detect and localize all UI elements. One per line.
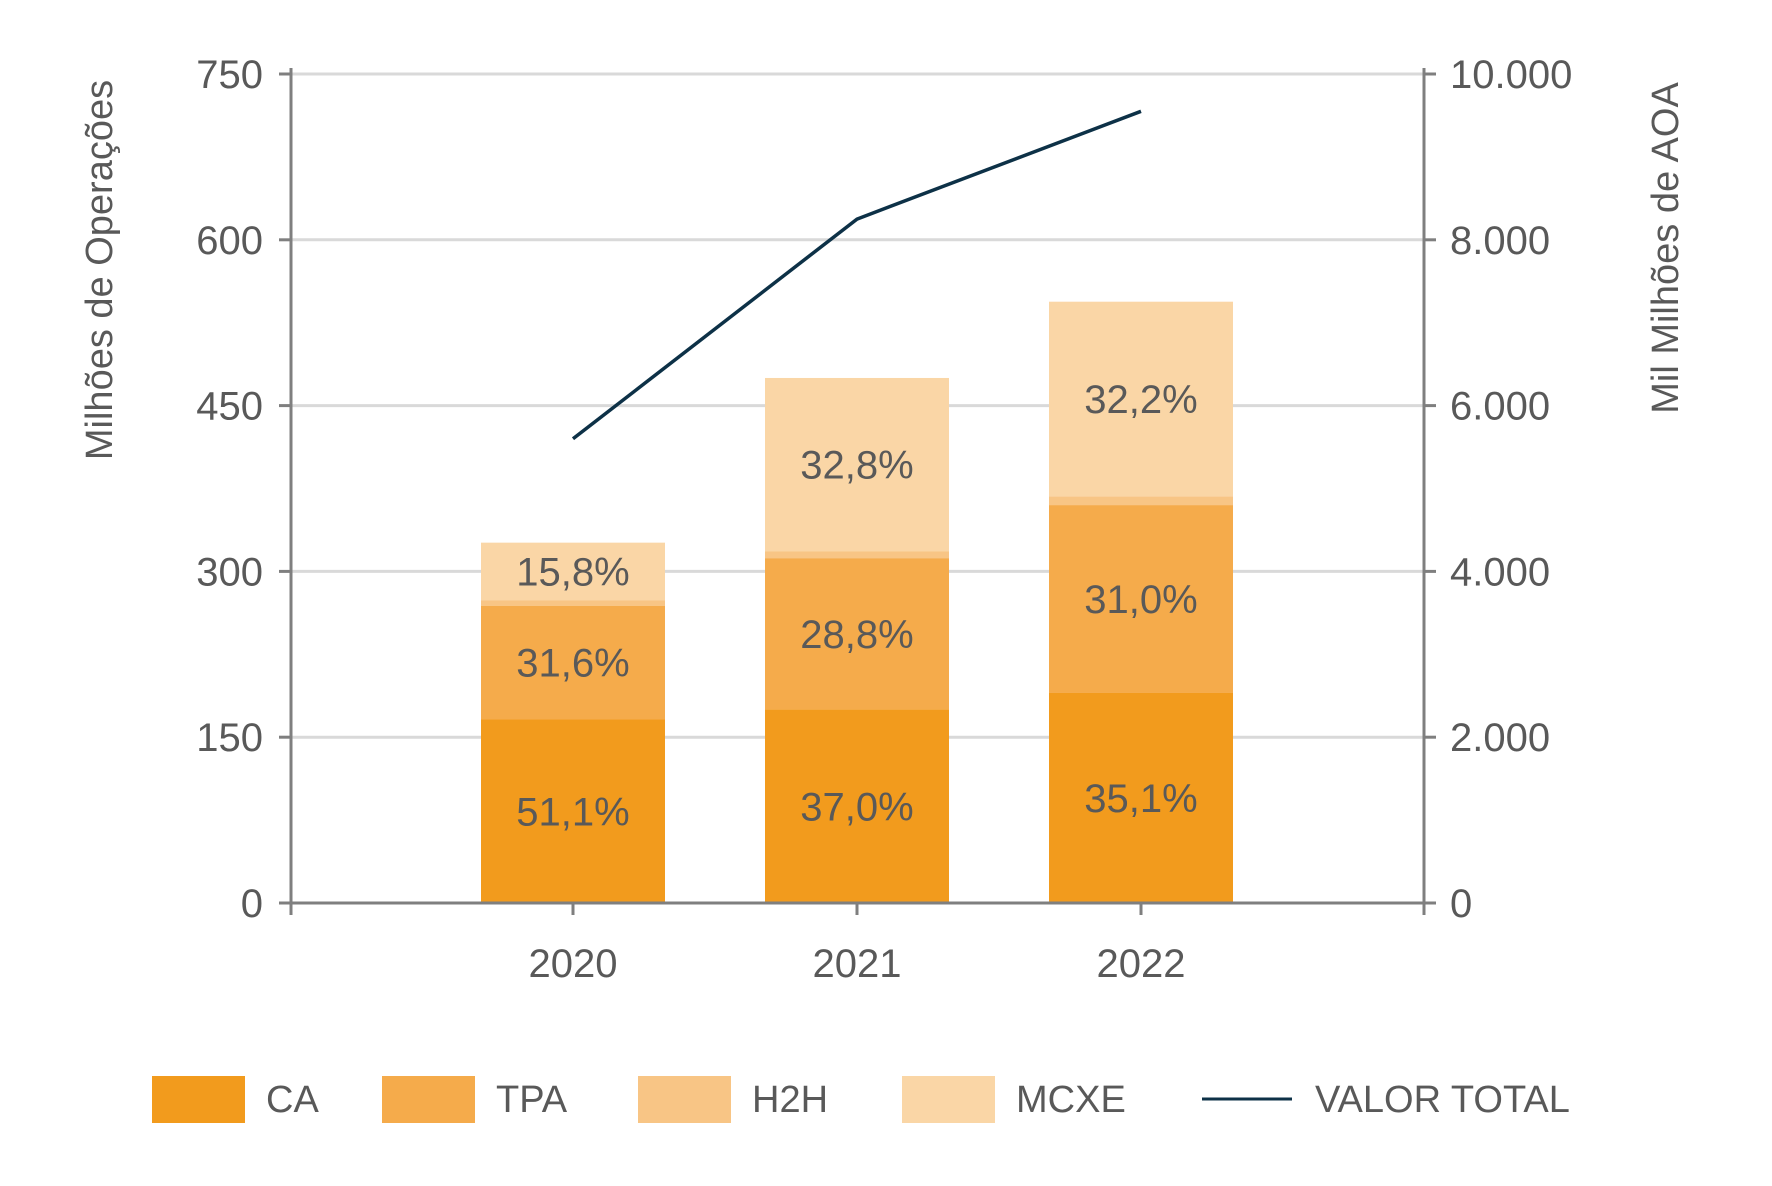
data-label-mcxe-2021: 32,8% [800,444,913,488]
y2-tick-label: 8.000 [1450,219,1550,263]
legend-label-mcxe: MCXE [1016,1079,1126,1121]
data-label-ca-2021: 37,0% [800,785,913,829]
x-tick-label: 2020 [529,942,618,986]
legend-label-valor-total: VALOR TOTAL [1315,1079,1570,1121]
y2-tick-label: 0 [1450,882,1472,926]
data-label-mcxe-2022: 32,2% [1084,378,1197,422]
legend-swatch-mcxe [902,1076,995,1123]
x-tick-label: 2022 [1097,942,1186,986]
legend-swatch-ca [152,1076,245,1123]
y2-tick-label: 4.000 [1450,550,1550,594]
data-label-ca-2020: 51,1% [516,790,629,834]
data-label-tpa-2022: 31,0% [1084,578,1197,622]
y2-tick-label: 6.000 [1450,385,1550,429]
legend-label-ca: CA [266,1079,319,1121]
data-label-mcxe-2020: 15,8% [516,550,629,594]
y-axis-title: Milhões de Operações [79,80,121,460]
legend-swatch-tpa [382,1076,475,1123]
y-tick-label: 450 [196,385,263,429]
legend: CA TPA H2H MCXE VALOR TOTAL [152,1076,1570,1123]
y-tick-label: 750 [196,53,263,97]
legend-label-h2h: H2H [752,1079,828,1121]
y-tick-label: 150 [196,716,263,760]
bar-h2h-2022 [1049,496,1233,505]
data-label-tpa-2021: 28,8% [800,613,913,657]
y2-tick-label: 2.000 [1450,716,1550,760]
y-tick-label: 0 [241,882,263,926]
y2-tick-label: 10.000 [1450,53,1572,97]
y2-axis-title: Mil Milhões de AOA [1645,82,1687,414]
bar-h2h-2020 [481,600,665,606]
y-tick-label: 600 [196,219,263,263]
data-label-tpa-2020: 31,6% [516,642,629,686]
data-label-ca-2022: 35,1% [1084,777,1197,821]
y-tick-label: 300 [196,550,263,594]
legend-label-tpa: TPA [496,1079,568,1121]
x-tick-label: 2021 [813,942,902,986]
legend-swatch-h2h [638,1076,731,1123]
bar-h2h-2021 [765,552,949,559]
